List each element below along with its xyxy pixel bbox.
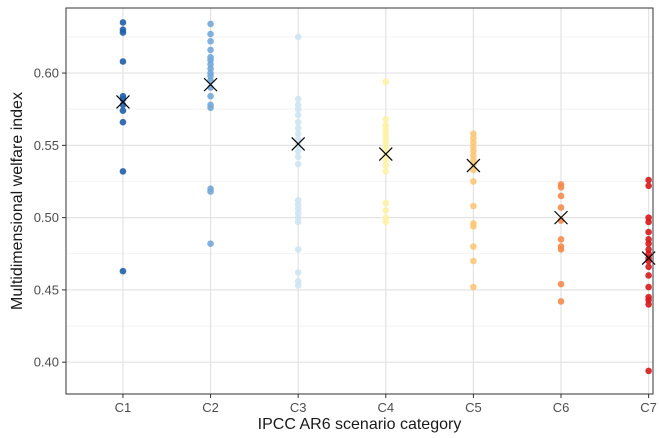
data-point-c4 (382, 78, 390, 86)
y-tick-label: 0.50 (34, 210, 59, 225)
data-points (119, 19, 652, 375)
data-point-c1 (119, 58, 127, 65)
y-tick-label: 0.55 (34, 138, 59, 153)
y-tick-label: 0.40 (34, 355, 59, 370)
data-point-c5 (470, 160, 477, 168)
data-point-c7 (645, 272, 652, 279)
data-point-c6 (557, 298, 565, 305)
x-tick-label: C1 (115, 400, 132, 415)
mean-cross-stroke (378, 147, 393, 161)
data-point-c5 (470, 243, 477, 250)
data-point-c7 (645, 228, 652, 236)
mean-cross-stroke (554, 210, 568, 225)
data-point-c5 (470, 222, 477, 230)
data-point-c1 (119, 19, 127, 26)
data-point-c6 (557, 204, 565, 211)
mean-markers (116, 77, 656, 266)
data-point-c3 (294, 33, 302, 41)
mean-cross-stroke (291, 136, 306, 151)
data-point-c3 (294, 160, 302, 168)
data-point-c4 (382, 207, 390, 214)
plot-background (66, 8, 653, 394)
data-point-c7 (645, 283, 652, 291)
mean-marker-c5 (466, 158, 481, 173)
data-point-c3 (294, 136, 302, 143)
data-point-c6 (557, 183, 565, 191)
mean-cross-stroke (466, 158, 481, 173)
data-point-c7 (645, 367, 652, 375)
data-point-c3 (294, 218, 302, 226)
data-point-c4 (382, 156, 390, 164)
data-point-c3 (294, 130, 302, 138)
mean-marker-c2 (203, 77, 218, 92)
data-point-c1 (119, 168, 127, 175)
data-point-c4 (382, 218, 390, 226)
x-tick-label: C2 (202, 400, 219, 415)
x-tick-label: C5 (465, 400, 482, 415)
data-point-c2 (207, 20, 214, 28)
data-point-c1 (119, 107, 127, 114)
data-point-c7 (645, 240, 652, 247)
data-point-c3 (294, 153, 302, 161)
data-point-c3 (294, 111, 302, 119)
data-point-c2 (207, 92, 214, 100)
data-point-c3 (294, 118, 302, 126)
data-point-c5 (470, 257, 477, 265)
data-point-c7 (645, 182, 652, 190)
data-point-c3 (294, 142, 302, 149)
data-point-c2 (207, 37, 214, 45)
data-point-c6 (557, 246, 565, 253)
plot-border (65, 7, 654, 395)
data-point-c3 (294, 147, 302, 155)
x-axis-title: IPCC AR6 scenario category (258, 416, 462, 433)
data-point-c3 (294, 105, 302, 113)
data-point-c7 (645, 301, 652, 308)
x-tick-label: C3 (290, 400, 307, 415)
x-tick-label: C4 (377, 400, 394, 415)
mean-marker-c4 (378, 147, 393, 161)
data-point-c3 (294, 95, 302, 103)
data-point-c4 (382, 199, 390, 207)
axis-ticks: 0.40 0.45 0.50 0.55 0.60 C1 C2 C3 C4 C5 C6 C7 (34, 66, 657, 415)
data-point-c3 (294, 282, 302, 289)
data-point-c5 (470, 178, 477, 185)
data-point-c7 (645, 176, 652, 184)
data-point-c7 (645, 218, 652, 226)
data-point-c1 (119, 29, 127, 36)
data-point-c1 (119, 118, 127, 126)
data-point-c2 (207, 76, 214, 84)
y-axis-title: Multidimensional welfare index (9, 92, 26, 310)
y-tick-label: 0.60 (34, 66, 59, 81)
mean-cross-stroke (203, 77, 218, 92)
data-point-c7 (645, 263, 652, 271)
mean-cross-stroke (116, 95, 130, 109)
data-point-c3 (294, 246, 302, 253)
data-point-c6 (557, 280, 565, 288)
data-point-c2 (207, 46, 214, 54)
data-point-c2 (207, 188, 214, 195)
y-tick-label: 0.45 (34, 282, 59, 297)
data-point-c5 (470, 166, 477, 174)
mean-marker-c6 (554, 210, 568, 225)
data-point-c6 (557, 192, 565, 200)
data-point-c2 (207, 104, 214, 112)
data-point-c2 (207, 240, 214, 247)
data-point-c1 (119, 267, 127, 275)
data-point-c2 (207, 30, 214, 38)
data-point-c6 (557, 236, 565, 243)
data-point-c4 (382, 168, 390, 175)
mean-marker-c1 (116, 95, 130, 109)
data-point-c3 (294, 124, 302, 132)
data-point-c4 (382, 162, 390, 169)
data-point-c5 (470, 283, 477, 291)
data-point-c3 (294, 269, 302, 276)
x-tick-label: C7 (640, 400, 657, 415)
data-point-c4 (382, 116, 390, 123)
mean-marker-c3 (291, 136, 306, 151)
data-point-c5 (470, 202, 477, 210)
x-tick-label: C6 (553, 400, 570, 415)
